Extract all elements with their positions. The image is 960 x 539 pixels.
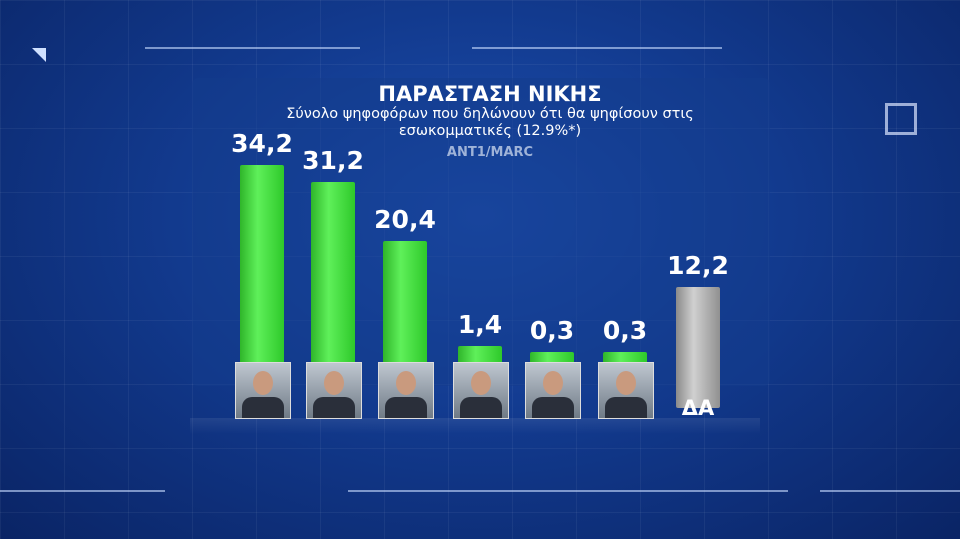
decor-line bbox=[820, 490, 960, 492]
candidate-photo bbox=[525, 362, 581, 419]
data-label: 0,3 bbox=[529, 316, 575, 346]
triangle-decoration bbox=[32, 48, 46, 62]
chart-subtitle: Σύνολο ψηφοφόρων που δηλώνουν ότι θα ψηφ… bbox=[286, 106, 694, 139]
category-label: ΔΑ bbox=[681, 396, 715, 420]
decor-line bbox=[348, 490, 788, 492]
square-decoration bbox=[885, 103, 917, 135]
candidate-photo bbox=[453, 362, 509, 419]
data-label: 1,4 bbox=[457, 310, 503, 340]
data-label: 34,2 bbox=[231, 129, 293, 159]
bar-6 bbox=[676, 286, 720, 408]
candidate-photo bbox=[235, 362, 291, 419]
chart-source: ΑΝΤ1/MARC bbox=[446, 145, 534, 160]
candidate-photo bbox=[306, 362, 362, 419]
data-label: 31,2 bbox=[302, 145, 364, 175]
decor-line bbox=[0, 490, 165, 492]
candidate-photo bbox=[378, 362, 434, 419]
data-label: 0,3 bbox=[602, 316, 648, 346]
decor-line bbox=[472, 47, 722, 49]
data-label: 20,4 bbox=[374, 205, 436, 235]
candidate-photo bbox=[598, 362, 654, 419]
data-label: 12,2 bbox=[667, 250, 729, 280]
decor-line bbox=[145, 47, 360, 49]
chart-panel bbox=[192, 78, 770, 386]
floor-reflection bbox=[190, 418, 760, 434]
chart-title: ΠΑΡΑΣΤΑΣΗ ΝΙΚΗΣ bbox=[378, 82, 602, 106]
